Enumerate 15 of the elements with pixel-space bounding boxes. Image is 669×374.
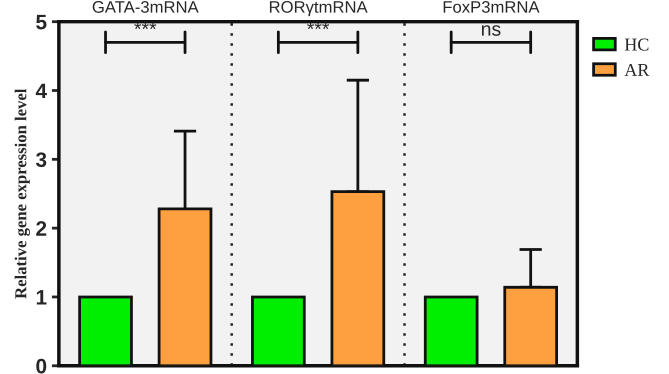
x-tick-label: FoxP3mRNA: [444, 1, 540, 13]
annotation: ns: [482, 25, 500, 36]
x-tick-label: GATA-3mRNA: [92, 1, 199, 13]
y-axis-title: Relative gene expression level: [14, 88, 30, 299]
x-tick-label: RORγtmRNA: [270, 1, 368, 16]
y-tick-label: 5: [36, 14, 46, 30]
y-tick-label: 3: [36, 152, 46, 168]
y-tick-label: 0: [36, 358, 46, 374]
legend-label: HC: [624, 38, 648, 51]
y-tick-label: 1: [36, 290, 46, 305]
legend-label: AR: [624, 64, 650, 76]
annotation: ***: [307, 22, 330, 30]
y-tick-label: 4: [36, 84, 47, 98]
y-tick-label: 2: [36, 221, 46, 236]
annotation: ***: [134, 22, 156, 30]
